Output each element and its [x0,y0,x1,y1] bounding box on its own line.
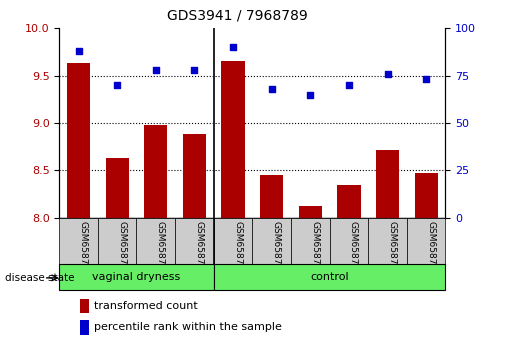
Bar [59,264,214,290]
Bar [260,175,283,218]
Bar [67,63,90,218]
Text: GSM658722: GSM658722 [78,221,88,276]
Bar [106,158,129,218]
Bar [368,218,407,264]
Point [152,67,160,73]
Bar [376,149,399,218]
Text: percentile rank within the sample: percentile rank within the sample [94,322,282,332]
Bar [183,135,206,218]
Bar [175,218,214,264]
Point [229,45,237,50]
Text: GSM658723: GSM658723 [117,221,126,276]
Text: transformed count: transformed count [94,301,198,311]
Point [422,76,431,82]
Bar [415,173,438,218]
Text: disease state: disease state [5,273,75,283]
Bar [136,218,175,264]
Bar [407,218,445,264]
Point [345,82,353,88]
Text: GSM658724: GSM658724 [233,221,242,276]
Point [191,67,199,73]
Text: GSM658729: GSM658729 [349,221,358,276]
Bar [144,125,167,218]
Bar [214,218,252,264]
Bar [59,218,98,264]
Bar [330,218,368,264]
Text: GSM658730: GSM658730 [388,221,397,276]
Text: vaginal dryness: vaginal dryness [92,272,181,282]
Point [74,48,82,54]
Point [383,71,392,76]
Bar [252,218,291,264]
Text: GSM658731: GSM658731 [426,221,435,276]
Bar [221,62,245,218]
Point [268,86,276,92]
Text: GSM658727: GSM658727 [156,221,165,276]
Text: GSM658728: GSM658728 [194,221,203,276]
Text: GSM658725: GSM658725 [272,221,281,276]
Text: GDS3941 / 7968789: GDS3941 / 7968789 [166,9,307,23]
Point [306,92,314,97]
Text: control: control [310,272,349,282]
Bar [291,218,330,264]
Bar [337,184,360,218]
Point [113,82,122,88]
Bar [214,264,445,290]
Bar [299,206,322,218]
Bar [98,218,136,264]
Text: GSM658726: GSM658726 [310,221,319,276]
